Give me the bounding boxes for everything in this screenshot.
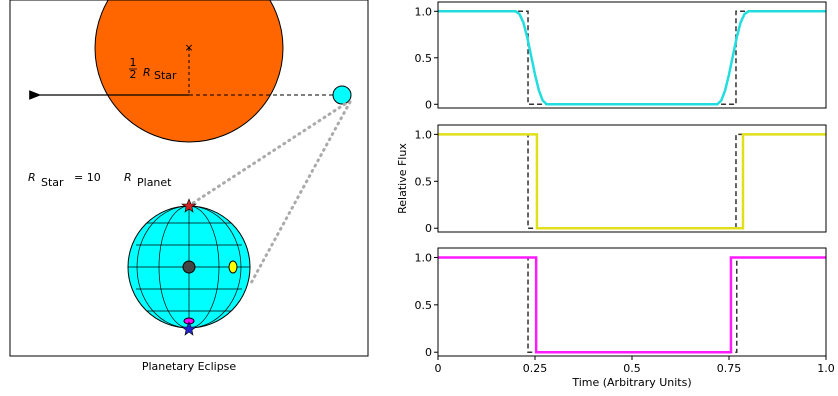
x-axis-label: Time (Arbitrary Units) bbox=[571, 376, 691, 389]
y-tick-label: 0.5 bbox=[415, 175, 433, 188]
small-planet bbox=[332, 85, 352, 105]
radius-symbol: R bbox=[143, 66, 151, 79]
planet-zoom bbox=[127, 198, 251, 336]
x-tick-label: 1.0 bbox=[817, 362, 835, 375]
x-tick-label: 0.5 bbox=[623, 362, 641, 375]
south-star bbox=[181, 321, 197, 336]
series-line bbox=[438, 10, 826, 106]
plot-frame bbox=[437, 247, 827, 357]
plot-frame bbox=[437, 124, 827, 233]
diagram: × 1 2 R Star R Star = 10 R Planet bbox=[9, 0, 369, 373]
x-tick-label: 0.75 bbox=[717, 362, 742, 375]
y-axis-label: Relative Flux bbox=[396, 143, 409, 214]
y-tick-label: 0.5 bbox=[415, 299, 433, 312]
y-tick-label: 1.0 bbox=[415, 251, 433, 264]
y-tick-label: 0 bbox=[425, 98, 432, 111]
caption: Planetary Eclipse bbox=[142, 360, 237, 373]
yellow-spot bbox=[228, 260, 238, 274]
zoom-line bbox=[188, 102, 347, 207]
eq-op: = 10 bbox=[74, 171, 101, 184]
diagram-frame bbox=[9, 0, 369, 357]
north-star bbox=[181, 198, 197, 213]
star bbox=[94, 0, 284, 143]
series-line bbox=[438, 256, 826, 353]
series-line bbox=[438, 133, 826, 229]
series-line bbox=[438, 133, 826, 230]
y-tick-label: 1.0 bbox=[415, 5, 433, 18]
x-tick-label: 0.25 bbox=[523, 362, 548, 375]
zoom-line bbox=[248, 100, 352, 287]
center-spot bbox=[182, 260, 196, 274]
y-tick-label: 0.5 bbox=[415, 52, 433, 65]
series-line bbox=[438, 256, 826, 354]
x-tick-label: 0 bbox=[435, 362, 442, 375]
radius-sub: Star bbox=[154, 69, 177, 82]
eq-lhs: R bbox=[28, 171, 36, 184]
eq-lhs-sub: Star bbox=[41, 176, 64, 189]
y-tick-label: 1.0 bbox=[415, 128, 433, 141]
plot-frame bbox=[437, 1, 827, 109]
center-mark: × bbox=[184, 41, 193, 54]
fraction-num: 1 bbox=[130, 56, 137, 69]
series-line bbox=[438, 10, 826, 106]
y-tick-label: 0 bbox=[425, 346, 432, 359]
y-tick-label: 0 bbox=[425, 222, 432, 235]
eq-rhs-sub: Planet bbox=[137, 176, 172, 189]
fraction-den: 2 bbox=[130, 68, 137, 81]
eq-rhs: R bbox=[124, 171, 132, 184]
